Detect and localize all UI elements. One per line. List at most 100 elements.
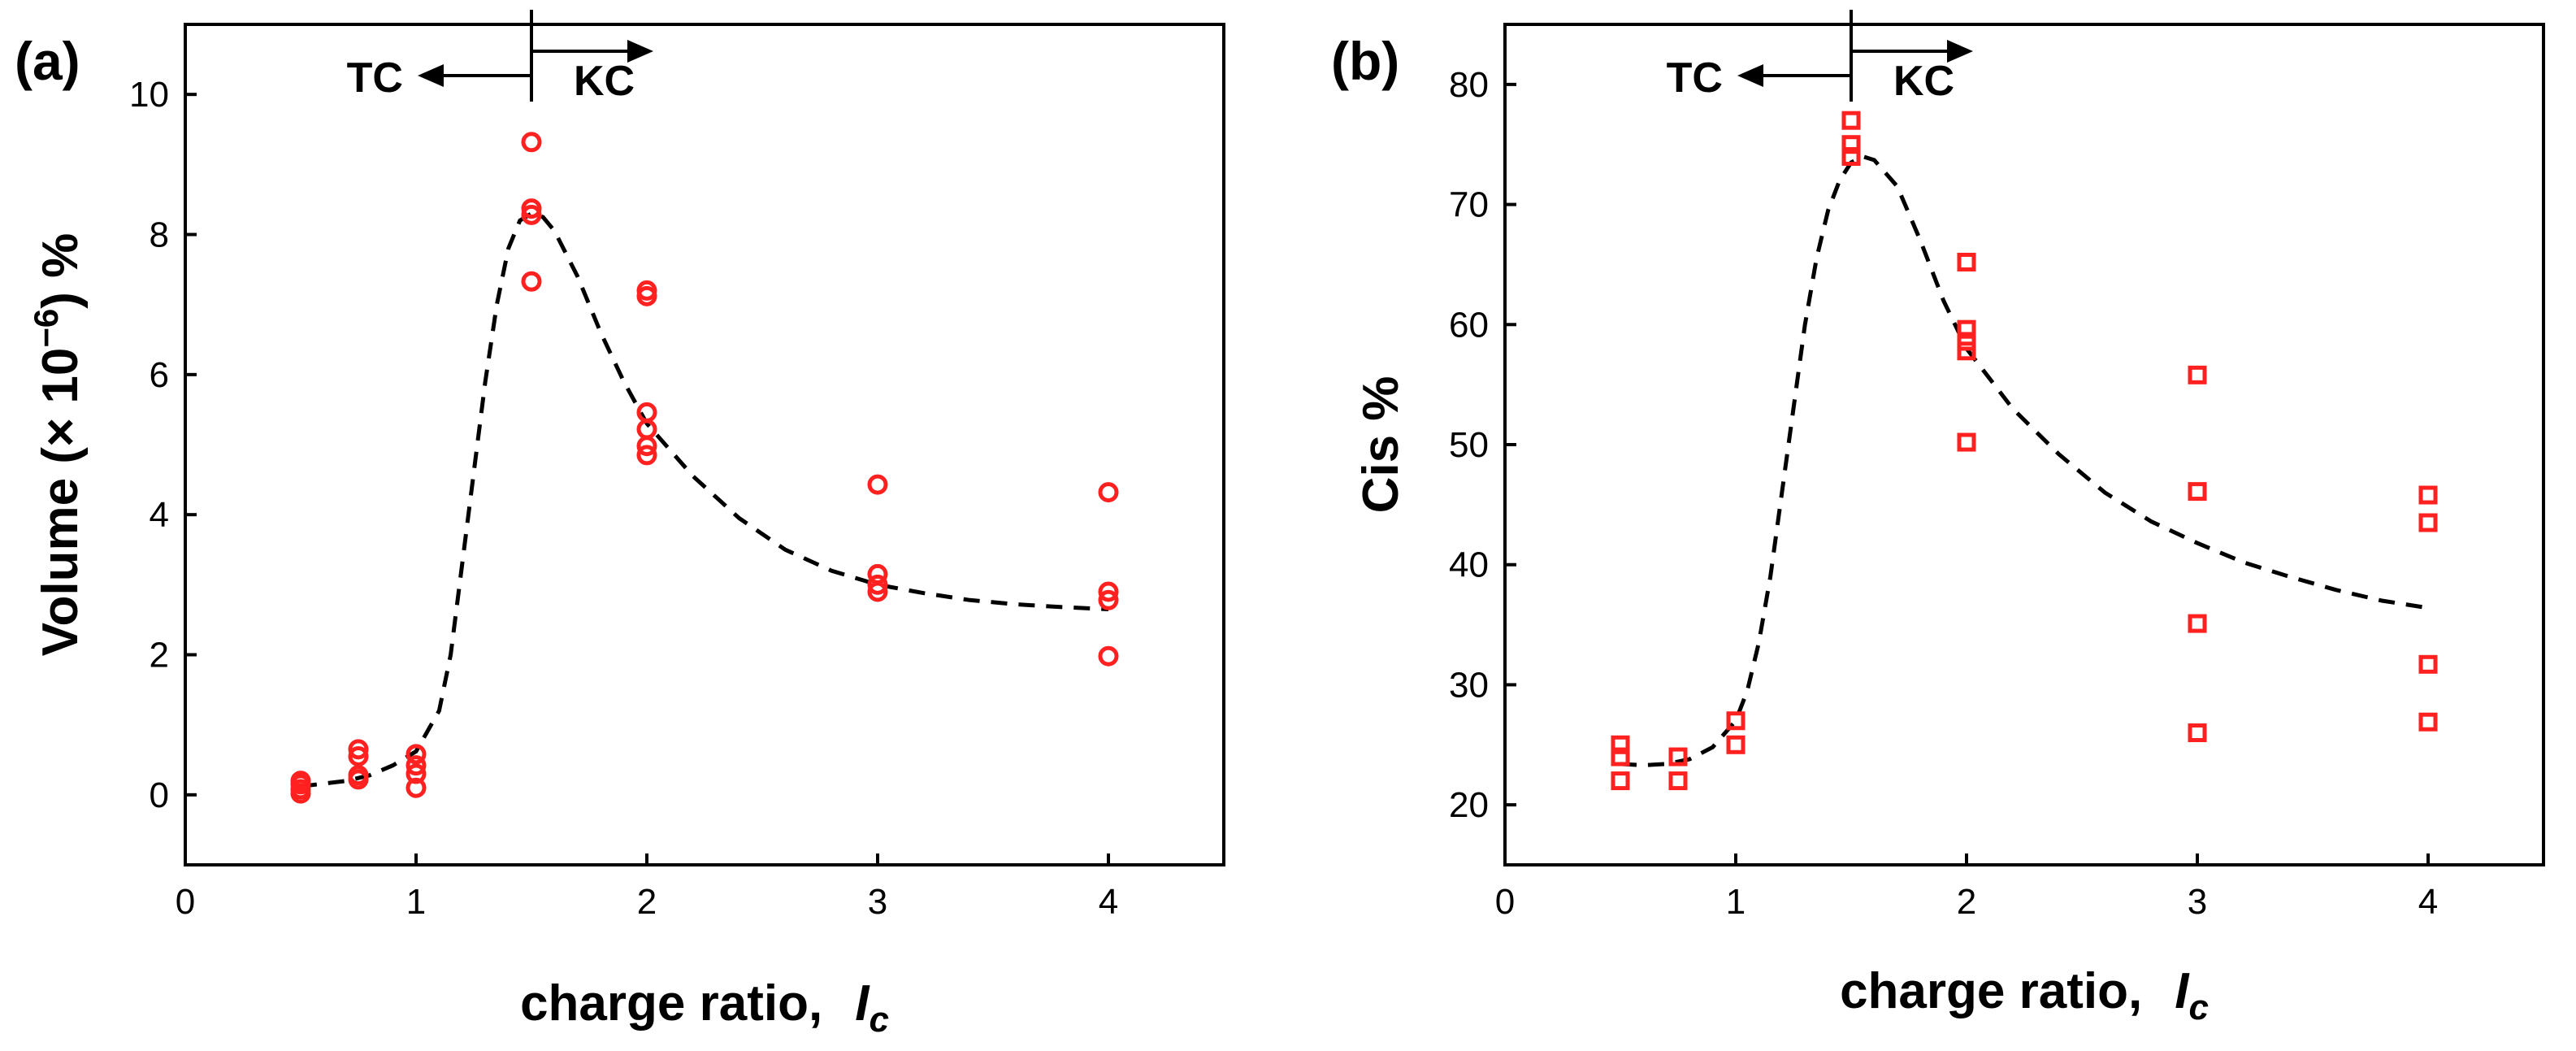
panel-a-data-point-9 <box>405 763 427 784</box>
panel-b-data-point-19 <box>2418 712 2438 732</box>
panel-a-kc-arrowhead <box>627 40 653 63</box>
panel-a-label: (a) <box>15 31 80 91</box>
panel-b-y-axis-title: Cis % <box>1353 376 1409 514</box>
panel-a-data-point-25 <box>867 474 888 495</box>
panel-b-y-tick-label-1: 30 <box>1449 665 1489 705</box>
panel-b-data-point-0 <box>1611 771 1630 791</box>
panel-a-data-point-5 <box>348 765 369 786</box>
panel-b-data-point-4 <box>1668 747 1688 767</box>
panel-b-y-tick-label-6: 80 <box>1449 65 1489 105</box>
panel-a-y-tick-label-0: 0 <box>150 775 169 815</box>
panel-b-y-tick-label-2: 40 <box>1449 545 1489 585</box>
panel-b-xlabel-symbol: I <box>2175 963 2190 1019</box>
panel-a-data-point-29 <box>1098 482 1119 503</box>
panel-b-tc-arrowhead <box>1737 64 1763 87</box>
panel-b-data-point-9 <box>1841 111 1861 130</box>
panel-b-fit-line <box>1620 154 2429 767</box>
panel-a-ylabel-prefix: Volume (× 10 <box>33 348 89 657</box>
panel-b-data-point-16 <box>2188 614 2207 633</box>
panel-a-data-point-7 <box>348 739 369 760</box>
panel-b-y-tick-label-5: 70 <box>1449 185 1489 225</box>
panel-a-y-tick-label-2: 4 <box>150 495 169 535</box>
panel-b-data-point-7 <box>1841 146 1861 166</box>
panel-a-data-point-11 <box>405 744 427 765</box>
panel-a-tc-arrowhead <box>418 64 444 87</box>
panel-a-y-tick-label-4: 8 <box>150 215 169 255</box>
panel-b-kc-arrowhead <box>1947 40 1973 63</box>
panel-a-tc-label: TC <box>347 54 403 102</box>
panel-a-y-axis-title: Volume (× 10−6) % <box>27 233 89 657</box>
panel-b-data-point-1 <box>1611 747 1630 767</box>
panel-a-data-point-16 <box>636 445 657 466</box>
panel-a-data-point-13 <box>521 204 542 225</box>
panel-b-data-point-2 <box>1611 735 1630 754</box>
panel-b-y-tick-label-4: 60 <box>1449 305 1489 345</box>
panel-b-xlabel-text: charge ratio, <box>1840 963 2142 1019</box>
panel-a-y-ticks: 0 2 4 6 8 10 <box>129 75 197 815</box>
panel-a-data-point-19 <box>636 402 657 423</box>
panel-b-data-point-5 <box>1726 735 1746 754</box>
panel-a-ylabel-suffix: ) % <box>33 233 89 309</box>
panel-b-label: (b) <box>1331 31 1399 91</box>
panel-a-xlabel-subscript: c <box>869 1000 888 1040</box>
panel-a-x-tick-label-1: 1 <box>406 882 426 922</box>
panel-b-x-axis-title: charge ratio, Ic <box>1840 963 2209 1027</box>
panel-a-data-point-15 <box>521 132 542 153</box>
panel-a-data-point-27 <box>1098 589 1119 610</box>
panel-a-x-axis-title: charge ratio, Ic <box>520 975 889 1040</box>
panel-b-x-tick-label-1: 1 <box>1726 882 1746 922</box>
panel-a-data-point-26 <box>1098 645 1119 667</box>
panel-a-data-point-23 <box>867 574 888 595</box>
panel-a-kc-label: KC <box>574 58 635 105</box>
panel-a-data-point-6 <box>348 745 369 767</box>
panel-a-y-tick-label-1: 2 <box>150 636 169 675</box>
panel-a-ylabel-sup: −6 <box>27 309 65 348</box>
panel-a-xlabel-symbol: I <box>855 975 870 1031</box>
panel-a-y-tick-label-3: 6 <box>150 355 169 395</box>
panel-b-xlabel-subscript: c <box>2188 988 2208 1027</box>
panel-b-x-tick-label-3: 3 <box>2188 882 2207 922</box>
panel-b-cis-chart: (b) 0 1 2 3 4 20 30 40 50 60 70 80 TC KC charge ra… <box>1331 10 2545 1027</box>
panel-b-data-point-11 <box>1957 341 1976 361</box>
panel-b-y-tick-label-3: 50 <box>1449 425 1489 465</box>
panel-a-data-points <box>290 132 1119 804</box>
panel-b-data-point-8 <box>1841 135 1861 154</box>
panel-b-data-point-18 <box>2188 365 2207 384</box>
panel-a-data-point-3 <box>290 771 311 792</box>
panel-b-data-point-12 <box>1957 332 1976 351</box>
panel-a-data-point-24 <box>867 563 888 584</box>
panel-a-tc-kc-annotation: TC KC <box>347 10 653 105</box>
panel-b-y-tick-label-0: 20 <box>1449 785 1489 825</box>
panel-a-data-point-10 <box>405 755 427 776</box>
panel-a-y-tick-label-5: 10 <box>129 75 169 115</box>
panel-b-data-point-6 <box>1726 711 1746 731</box>
panel-a-x-tick-label-2: 2 <box>637 882 657 922</box>
panel-a-x-tick-label-4: 4 <box>1099 882 1118 922</box>
panel-b-tc-label: TC <box>1667 54 1723 102</box>
panel-b-x-tick-label-2: 2 <box>1957 882 1976 922</box>
panel-a-data-point-12 <box>521 271 542 292</box>
panel-b-x-ticks: 0 1 2 3 4 <box>1495 853 2438 922</box>
panel-b-plot-frame <box>1503 23 2545 866</box>
panel-b-x-tick-label-4: 4 <box>2418 882 2438 922</box>
panel-a-x-tick-label-0: 0 <box>176 882 195 922</box>
panel-b-tc-kc-annotation: TC KC <box>1667 10 1973 105</box>
panel-a-plot-frame <box>184 23 1225 866</box>
panel-b-data-points <box>1611 111 2438 791</box>
panel-b-data-point-13 <box>1957 319 1976 339</box>
panel-a-fit-line <box>300 211 1109 788</box>
panel-a-x-tick-label-3: 3 <box>868 882 887 922</box>
panel-b-y-ticks: 20 30 40 50 60 70 80 <box>1449 65 1516 825</box>
panel-a-data-point-21 <box>636 280 657 301</box>
panel-a-data-point-28 <box>1098 581 1119 602</box>
panel-a-data-point-14 <box>521 198 542 219</box>
panel-b-data-point-22 <box>2418 485 2438 505</box>
panel-b-data-point-14 <box>1957 252 1976 271</box>
panel-b-data-point-20 <box>2418 654 2438 674</box>
panel-a-xlabel-text: charge ratio, <box>520 975 822 1031</box>
panel-b-data-point-3 <box>1668 771 1688 791</box>
panel-b-data-point-10 <box>1957 432 1976 452</box>
panel-a-x-ticks: 0 1 2 3 4 <box>176 853 1118 922</box>
